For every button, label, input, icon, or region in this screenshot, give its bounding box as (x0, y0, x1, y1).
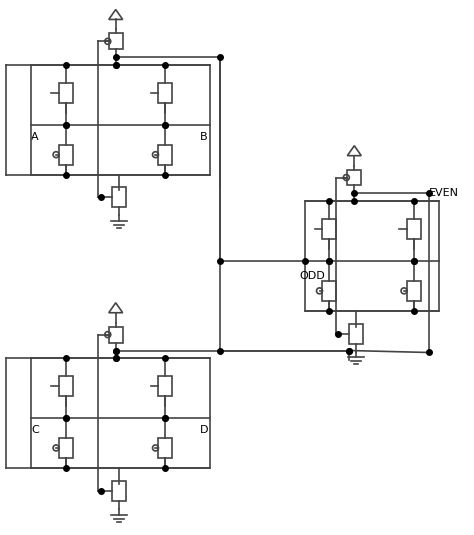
Bar (31, 65, 210, 174)
Bar (349, 324, 363, 343)
Bar (322, 281, 337, 301)
Bar (158, 376, 173, 396)
Bar (322, 219, 337, 239)
Bar (158, 145, 173, 165)
Bar (347, 170, 361, 186)
Bar (158, 83, 173, 103)
Text: C: C (31, 425, 39, 435)
Bar (407, 219, 421, 239)
Bar (109, 33, 123, 49)
Text: A: A (31, 132, 39, 142)
Bar (59, 438, 73, 458)
Text: EVEN: EVEN (429, 188, 459, 198)
Bar (59, 83, 73, 103)
Bar (109, 327, 123, 342)
Text: D: D (200, 425, 209, 435)
Text: ODD: ODD (300, 271, 325, 281)
Bar (305, 201, 439, 311)
Text: B: B (200, 132, 208, 142)
Bar (407, 281, 421, 301)
Bar (112, 187, 126, 208)
Bar (59, 376, 73, 396)
Bar (112, 481, 126, 501)
Bar (31, 358, 210, 468)
Bar (158, 438, 173, 458)
Bar (59, 145, 73, 165)
